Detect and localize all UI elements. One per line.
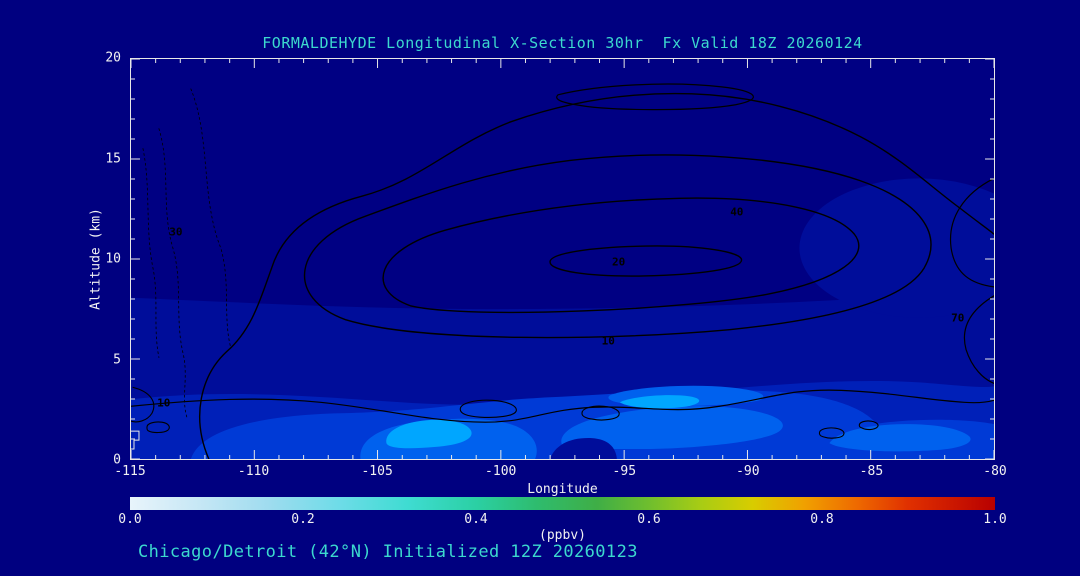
- colorbar-tick-label: 1.0: [983, 512, 1007, 527]
- x-tick-label: -110: [237, 464, 270, 479]
- filled-contour-layer: [131, 59, 994, 459]
- x-tick-label: -100: [485, 464, 517, 479]
- colorbar-tick-label: 0.0: [118, 512, 142, 527]
- x-axis-title: Longitude: [527, 482, 598, 497]
- y-tick-label: 5: [113, 352, 121, 367]
- y-tick-label: 15: [105, 151, 121, 166]
- line-contour-layer: [131, 83, 994, 459]
- y-tick-label: 0: [113, 452, 121, 468]
- colorbar-tick-label: 0.4: [464, 512, 488, 527]
- colorbar-unit-label: (ppbv): [539, 528, 586, 543]
- chart-caption: Chicago/Detroit (42°N) Initialized 12Z 2…: [138, 542, 638, 562]
- colorbar: [130, 497, 995, 510]
- x-tick-label: -95: [612, 464, 637, 479]
- contour-plot-svg: [131, 59, 994, 459]
- colorbar-tick-label: 0.2: [291, 512, 315, 527]
- x-tick-label: -80: [983, 464, 1007, 479]
- terrain-step: [131, 430, 140, 450]
- x-tick-label: -85: [859, 464, 884, 479]
- y-tick-label: 10: [105, 251, 121, 267]
- colorbar-tick-label: 0.6: [637, 512, 661, 527]
- axis-tick-marks: [131, 59, 994, 459]
- x-tick-label: -90: [736, 464, 760, 479]
- x-tick-label: -115: [114, 464, 146, 479]
- y-tick-label: 20: [105, 50, 121, 66]
- chart-title: FORMALDEHYDE Longitudinal X-Section 30hr…: [262, 34, 863, 52]
- y-axis-title: Altitude (km): [88, 208, 104, 310]
- x-tick-label: -105: [361, 464, 393, 479]
- colorbar-tick-label: 0.8: [810, 512, 834, 527]
- plot-area: 40 20 10 70 30 10: [130, 58, 995, 460]
